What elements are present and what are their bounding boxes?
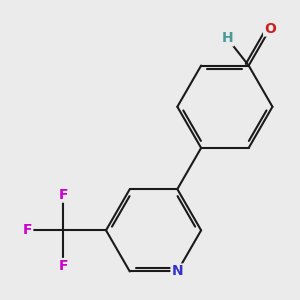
Text: F: F xyxy=(58,188,68,202)
Text: N: N xyxy=(172,265,183,278)
Text: F: F xyxy=(58,259,68,273)
Text: F: F xyxy=(23,223,32,237)
Text: O: O xyxy=(264,22,276,35)
Text: H: H xyxy=(221,32,233,45)
